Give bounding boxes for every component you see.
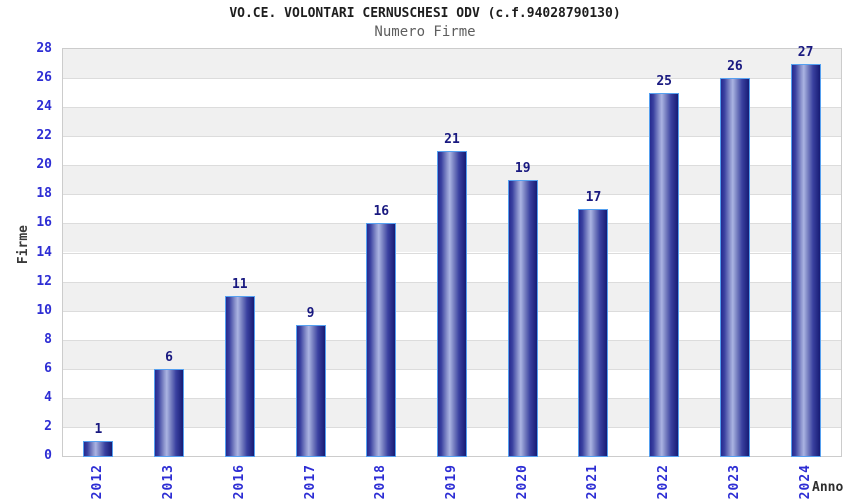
bar-2024 [790,63,821,457]
bar-value-label: 21 [444,131,460,147]
x-tick-label: 2016 [231,464,247,500]
y-tick-label: 22 [36,128,52,144]
bar-2021 [578,208,609,457]
bar-value-label: 19 [514,160,531,176]
y-tick-label: 28 [36,41,52,56]
y-tick-label: 20 [36,157,52,173]
bar-2023 [719,78,750,457]
bar-value-label: 1 [94,422,103,438]
chart-title: VO.CE. VOLONTARI CERNUSCHESI ODV (c.f.94… [229,6,621,21]
x-tick-label: 2017 [302,464,318,500]
bar-2018 [366,223,397,457]
band [63,49,841,79]
bar-value-label: 16 [373,204,390,220]
x-tick-label: 2023 [726,464,742,500]
bar-value-label: 27 [797,44,814,60]
y-tick-label: 26 [36,70,52,86]
x-tick-label: 2013 [161,464,177,500]
x-tick-label: 2012 [90,464,106,500]
y-tick-label: 18 [36,186,52,202]
bar-2022 [649,92,680,457]
y-tick-label: 4 [44,389,52,405]
gridline [63,78,841,80]
y-tick-label: 8 [44,331,52,347]
y-tick-label: 14 [36,244,52,260]
y-tick-label: 12 [36,273,52,289]
y-tick-label: 2 [44,418,52,434]
x-tick-label: 2024 [797,464,813,500]
gridline [63,136,841,138]
x-axis-title: Anno [812,480,844,495]
x-tick-label: 2021 [585,464,601,500]
x-tick-label: 2018 [373,464,389,500]
bar-value-label: 11 [231,277,248,293]
x-tick-label: 2022 [656,464,672,500]
y-axis-title: Firme [16,225,31,265]
y-tick-label: 6 [44,360,52,376]
gridline [63,107,841,109]
y-tick-label: 24 [36,99,52,115]
y-tick-label: 0 [44,448,52,463]
bar-2020 [507,179,538,457]
bar-value-label: 6 [165,349,173,365]
band [63,107,841,137]
x-tick-label: 2019 [444,464,459,500]
bar-2019 [437,150,467,457]
bar-value-label: 17 [585,189,602,205]
bar-2012 [83,441,114,457]
bar-value-label: 26 [727,59,743,75]
bar-value-label: 25 [656,73,672,89]
x-tick-label: 2020 [514,464,530,500]
chart-subtitle: Numero Firme [374,24,476,40]
bar-2017 [295,325,326,457]
bar-value-label: 9 [306,306,315,322]
y-tick-label: 16 [36,215,52,231]
y-tick-label: 10 [36,302,52,318]
band [63,78,841,108]
bar-2013 [154,368,185,457]
bar-2016 [224,296,255,457]
